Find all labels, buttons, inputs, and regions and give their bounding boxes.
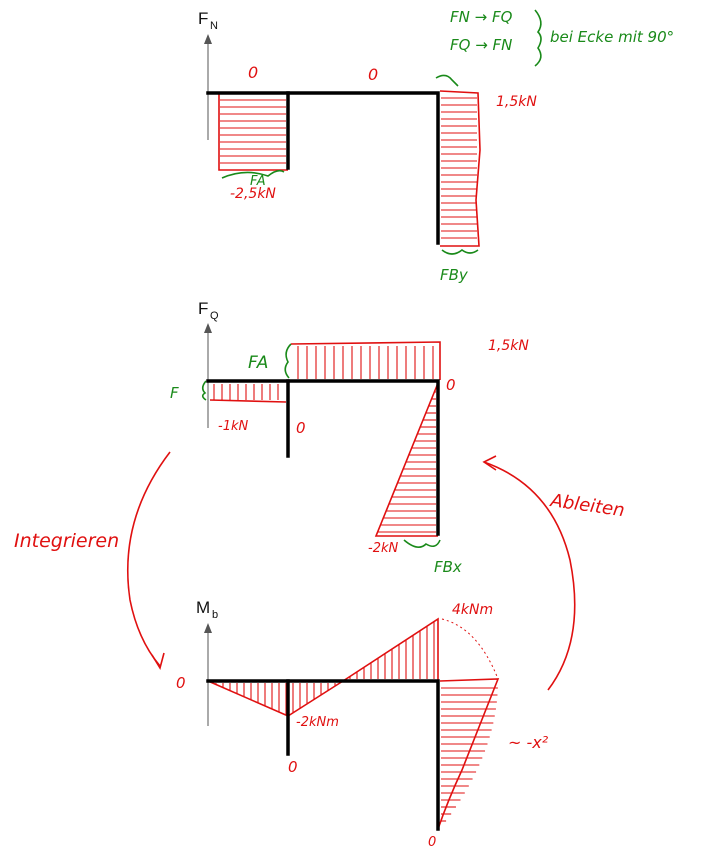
mb-frame bbox=[206, 679, 440, 831]
shear-force-panel: F Q 1,5kN -1kN 0 0 -2kN FA F FBx bbox=[170, 299, 529, 576]
fq-support-a: FA bbox=[248, 353, 268, 373]
differentiate-arrow bbox=[483, 461, 576, 691]
fq-zero-right: 0 bbox=[446, 376, 456, 394]
fq-value-bottom: -2kN bbox=[368, 541, 398, 556]
fn-right-region bbox=[439, 90, 481, 247]
fq-zero-under: 0 bbox=[296, 419, 306, 437]
fq-frame bbox=[206, 379, 440, 536]
fn-axis-arrow-icon bbox=[204, 34, 212, 44]
fn-fby-brace bbox=[441, 248, 479, 255]
mb-zero-under: 0 bbox=[288, 758, 298, 776]
integrate-annotation: Integrieren bbox=[14, 451, 171, 671]
corner-rule-text: bei Ecke mit 90° bbox=[550, 28, 674, 46]
fn-axis-label: F bbox=[198, 9, 208, 28]
fn-left-region bbox=[218, 93, 288, 171]
corner-rule-arrow bbox=[435, 74, 459, 87]
integrate-arrowhead-icon bbox=[151, 652, 165, 671]
fq-fbx-brace bbox=[403, 539, 441, 548]
fq-left-region bbox=[209, 384, 287, 403]
mb-axis-sub: b bbox=[212, 609, 218, 621]
fq-column-region bbox=[374, 382, 439, 537]
mb-axis-arrow-icon bbox=[204, 623, 212, 633]
fq-top-region bbox=[290, 341, 441, 380]
corner-rule-brace bbox=[534, 9, 542, 67]
fq-axis-label: F bbox=[198, 299, 208, 318]
mb-column-region bbox=[437, 678, 500, 830]
mb-value-max: 4kNm bbox=[452, 602, 493, 618]
fn-frame bbox=[206, 91, 440, 245]
fn-support-a: FA bbox=[250, 174, 266, 189]
fn-value-right: 1,5kN bbox=[496, 94, 537, 110]
bending-moment-panel: M b 0 -2kNm 4kNm 0 ~ -x² 0 bbox=[176, 598, 549, 849]
fn-zero-mid: 0 bbox=[368, 65, 378, 84]
fn-value-left: -2,5kN bbox=[230, 186, 276, 202]
differentiate-arrowhead-icon bbox=[482, 455, 497, 471]
fq-f-brace bbox=[201, 380, 207, 401]
corner-rule-line1: FN → FQ bbox=[450, 8, 513, 26]
mb-value-min: -2kNm bbox=[296, 715, 339, 730]
mb-parabola-note: ~ -x² bbox=[508, 733, 549, 752]
normal-force-panel: F N 0 0 1,5kN -2,5kN FA FBy FN → FQ FQ →… bbox=[198, 8, 674, 284]
fq-axis-sub: Q bbox=[210, 310, 219, 322]
mb-zero-left: 0 bbox=[176, 674, 186, 692]
mb-rotation-dotted-arc bbox=[441, 618, 499, 680]
fq-axis-arrow-icon bbox=[204, 323, 212, 333]
fn-axis-sub: N bbox=[210, 20, 218, 32]
fq-support-bx: FBx bbox=[434, 558, 462, 576]
mb-right-region bbox=[342, 617, 439, 682]
fn-support-by: FBy bbox=[440, 266, 469, 284]
mb-axis-label: M bbox=[196, 598, 210, 617]
corner-rule-line2: FQ → FN bbox=[450, 36, 512, 54]
mb-zero-bottom: 0 bbox=[428, 835, 436, 849]
mb-left-region bbox=[207, 680, 344, 717]
differentiate-annotation: Ableiten bbox=[482, 455, 626, 691]
fn-fa-brace bbox=[221, 169, 285, 179]
fn-zero-left: 0 bbox=[248, 63, 258, 82]
integrate-arrow bbox=[127, 451, 171, 667]
fq-force-f: F bbox=[170, 384, 179, 402]
fq-value-top: 1,5kN bbox=[488, 338, 529, 354]
differentiate-label: Ableiten bbox=[548, 490, 626, 521]
fq-fa-brace bbox=[284, 343, 292, 379]
fq-value-left: -1kN bbox=[218, 419, 248, 434]
integrate-label: Integrieren bbox=[14, 530, 119, 552]
